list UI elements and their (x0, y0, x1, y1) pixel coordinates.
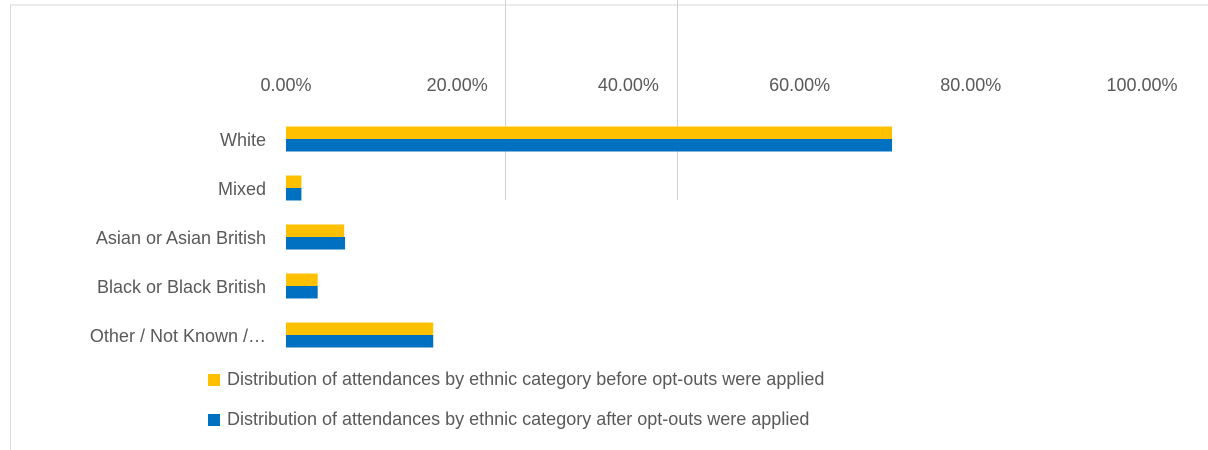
x-tick-label: 40.00% (598, 75, 659, 95)
bar (286, 273, 318, 286)
bar (286, 335, 434, 348)
bar (286, 188, 302, 201)
x-tick-label: 0.00% (260, 75, 311, 95)
bar (286, 175, 302, 188)
x-tick-label: 100.00% (1106, 75, 1177, 95)
bar (286, 322, 434, 335)
bar (286, 237, 346, 250)
bar (286, 139, 893, 152)
legend-label: Distribution of attendances by ethnic ca… (227, 369, 824, 389)
x-tick-label: 80.00% (940, 75, 1001, 95)
y-tick-label: Black or Black British (97, 277, 266, 297)
legend-label: Distribution of attendances by ethnic ca… (227, 409, 809, 429)
y-tick-label: White (220, 130, 266, 150)
y-tick-label: Asian or Asian British (96, 228, 266, 248)
legend-swatch (208, 374, 220, 386)
x-tick-label: 20.00% (427, 75, 488, 95)
x-tick-label: 60.00% (769, 75, 830, 95)
legend-swatch (208, 414, 220, 426)
bar (286, 286, 318, 299)
y-tick-label: Other / Not Known /… (90, 326, 266, 346)
bar (286, 126, 893, 139)
bar (286, 224, 345, 237)
y-tick-label: Mixed (218, 179, 266, 199)
